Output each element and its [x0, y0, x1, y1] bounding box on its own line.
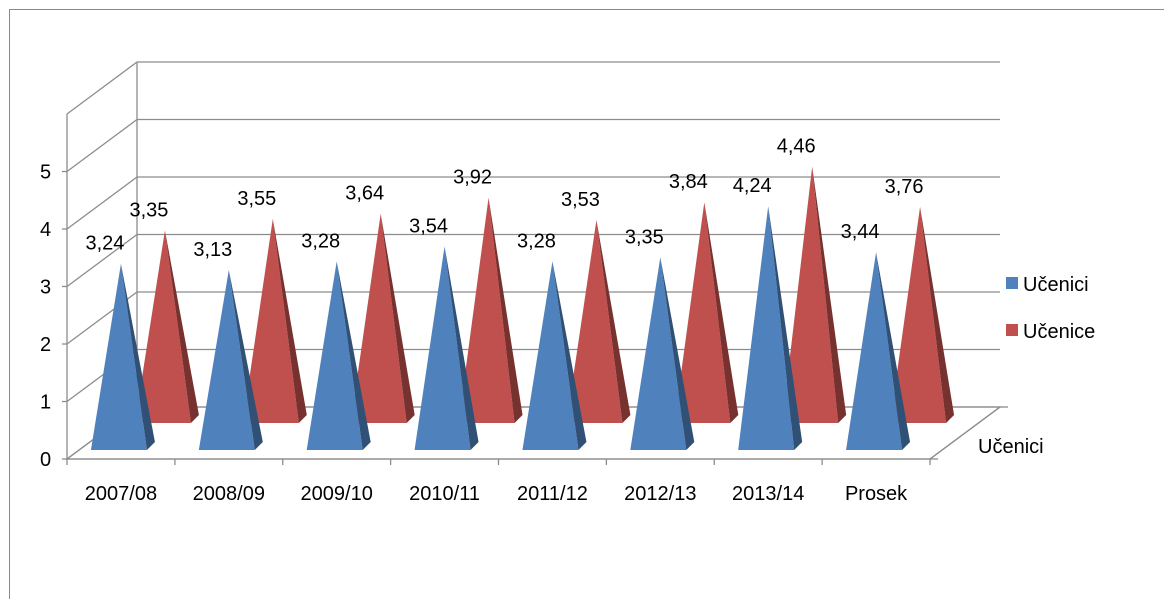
pyramid-ucenici: 3,24: [85, 233, 155, 450]
gridline-side: [66, 118, 138, 173]
pyramid-ucenice: 3,76: [885, 176, 955, 423]
pyramid-ucenice-side: [812, 166, 847, 424]
x-tick-label: 2012/13: [624, 483, 696, 505]
pyramid-ucenice-front: [782, 166, 839, 424]
x-tick-label: 2010/11: [409, 483, 480, 505]
pyramid-ucenice: 3,53: [561, 189, 631, 423]
pyramid-ucenici-side: [336, 261, 371, 450]
x-tick-label: 2008/09: [193, 483, 265, 505]
pyramid-ucenici-side: [120, 263, 155, 450]
pyramid-ucenici-label: 3,44: [841, 221, 880, 243]
pyramid-ucenici-label: 4,24: [733, 175, 772, 197]
pyramid-ucenici-side: [876, 252, 911, 450]
y-tick-label: 0: [40, 449, 51, 471]
pyramid-ucenice-front: [674, 202, 731, 423]
pyramid-ucenice-label: 3,55: [237, 188, 276, 210]
pyramid-ucenici-side: [768, 206, 803, 450]
y-tick-label: 1: [40, 392, 51, 414]
pyramid-ucenici-side: [444, 246, 479, 450]
pyramid-ucenici-front: [630, 257, 687, 450]
pyramid-ucenice-front: [134, 230, 191, 423]
pyramid-ucenici-side: [228, 270, 263, 450]
pyramid-ucenici: 3,44: [841, 221, 911, 450]
pyramid-ucenice-label: 3,92: [453, 167, 492, 189]
pyramid-ucenici: 3,28: [301, 230, 371, 450]
depth-axis-label: Učenici: [978, 436, 1044, 458]
pyramid-ucenice-side: [272, 218, 307, 423]
pyramid-ucenice-front: [566, 220, 623, 423]
pyramid-ucenici-label: 3,24: [85, 233, 124, 255]
legend-swatch-ucenici: [1006, 277, 1018, 289]
pyramid-ucenice: 3,84: [669, 171, 739, 423]
pyramid-ucenice-label: 3,84: [669, 171, 708, 193]
pyramid-ucenici-front: [846, 252, 903, 450]
pyramid-ucenice-side: [164, 230, 199, 423]
pyramid-ucenici-label: 3,28: [301, 230, 340, 252]
x-tick-label: 2011/12: [517, 483, 588, 505]
depth-axis-line: [929, 406, 1001, 460]
pyramid-ucenici-label: 3,35: [625, 226, 664, 248]
x-axis: 2007/08 2008/09 2009/10 2010/11 2011/12 2012/…: [66, 458, 931, 505]
x-tick-label: 2007/08: [85, 483, 157, 505]
x-tick-label: 2009/10: [301, 483, 373, 505]
pyramid-ucenice-front: [890, 206, 947, 423]
pyramid-ucenici-front: [414, 246, 471, 450]
pyramid-ucenice-side: [596, 220, 631, 423]
pyramid-ucenice-label: 3,64: [345, 183, 384, 205]
pyramid-ucenice-label: 3,35: [129, 199, 168, 221]
pyramid-ucenici-side: [660, 257, 695, 450]
wall-edge: [66, 61, 138, 115]
pyramid-ucenice-front: [242, 218, 299, 423]
pyramid-ucenici-front: [738, 206, 795, 450]
y-tick-label: 5: [40, 162, 51, 184]
pyramid-ucenice-front: [458, 197, 515, 423]
pyramid-ucenice-side: [488, 197, 523, 423]
bars: 3,35 3,55 3,64 3,92 3,53 3,84 4,46 3,76 3,24 3,13…: [85, 136, 955, 450]
pyramid-ucenice: 3,55: [237, 188, 307, 423]
x-tick-label: 2013/14: [732, 483, 804, 505]
pyramid-ucenici: 4,24: [733, 175, 803, 450]
pyramid-ucenice-label: 3,76: [885, 176, 924, 198]
gridline-side: [66, 233, 138, 288]
legend-item-ucenice: Učenice: [1006, 321, 1095, 343]
depth-axis: Učenici: [929, 406, 1044, 460]
pyramid-ucenice-side: [704, 202, 739, 423]
pyramid-ucenice-side: [920, 206, 955, 423]
pyramid-ucenice-label: 4,46: [777, 136, 816, 158]
pyramid-ucenici-front: [522, 261, 579, 450]
pyramid-ucenice-side: [380, 213, 415, 423]
pyramid-ucenice: 3,35: [129, 199, 199, 423]
legend-item-ucenici: Učenici: [1006, 274, 1089, 296]
pyramid-ucenice: 4,46: [777, 136, 847, 424]
y-tick-label: 4: [40, 219, 51, 241]
pyramid-ucenici: 3,13: [193, 239, 263, 450]
pyramid-ucenice-front: [350, 213, 407, 423]
legend-swatch-ucenice: [1006, 324, 1018, 336]
pyramid-ucenice-label: 3,53: [561, 189, 600, 211]
x-tick-label: Prosek: [845, 483, 908, 505]
legend-label-ucenici: Učenici: [1023, 274, 1089, 296]
pyramid-ucenici-front: [90, 263, 147, 450]
chart-frame: [9, 9, 1164, 599]
pyramid-ucenici-label: 3,28: [517, 230, 556, 252]
pyramid-ucenici-label: 3,13: [193, 239, 232, 261]
pyramid-ucenice: 3,64: [345, 183, 415, 423]
pyramid-ucenici-front: [198, 270, 255, 450]
pyramid-ucenici: 3,54: [409, 215, 479, 450]
pyramid-ucenici: 3,28: [517, 230, 587, 450]
y-axis: 0 1 2 3 4 5: [40, 114, 68, 471]
y-tick-label: 2: [40, 334, 51, 356]
pyramid-ucenici-label: 3,54: [409, 215, 448, 237]
pyramid-ucenice: 3,92: [453, 167, 523, 423]
pyramid-ucenici-front: [306, 261, 363, 450]
y-tick-label: 3: [40, 277, 51, 299]
pyramid-ucenici: 3,35: [625, 226, 695, 450]
gridline-side: [66, 176, 138, 230]
legend: Učenici Učenice: [1006, 274, 1095, 343]
pyramid-ucenici-side: [552, 261, 587, 450]
legend-label-ucenice: Učenice: [1023, 321, 1095, 343]
